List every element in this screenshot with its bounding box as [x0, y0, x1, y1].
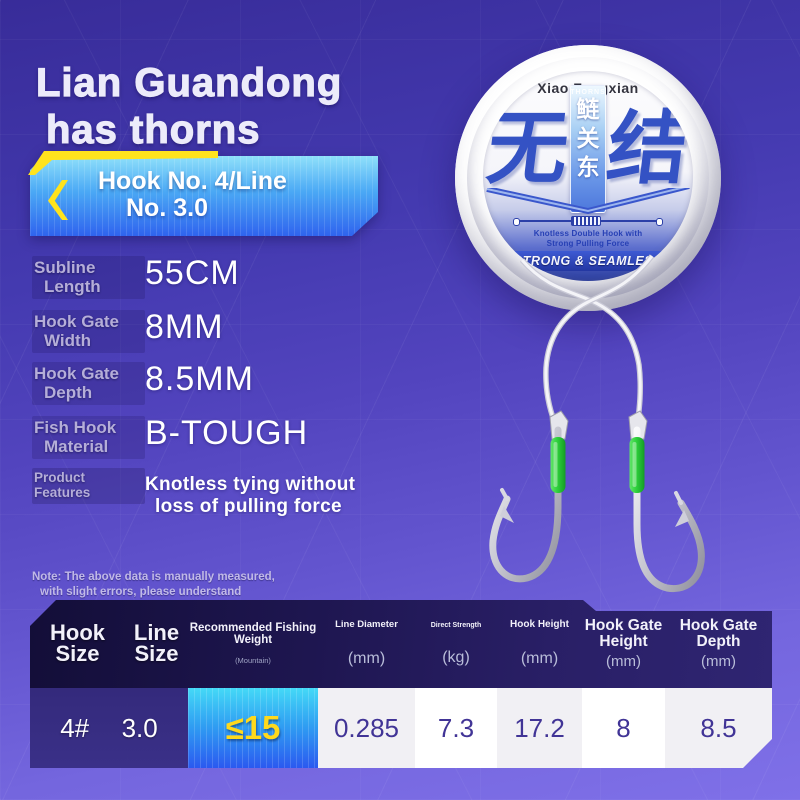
column-header-hook-height: Hook Height (mm)	[510, 619, 569, 668]
column-header-line-diameter: Line Diameter (mm)	[335, 619, 398, 667]
spec-value: 8MM	[145, 308, 224, 346]
column-header-hook-size: Hook Size	[50, 620, 105, 666]
title-line1: Lian Guandong	[35, 60, 343, 105]
spec-value: 55CM	[145, 254, 240, 292]
left-hook-icon	[489, 410, 569, 583]
character-left: 无	[483, 102, 574, 195]
spec-row-subline-length: Subline Length 55CM	[32, 254, 240, 300]
spec-row-material: Fish Hook Material B-TOUGH	[32, 414, 309, 460]
spec-banner: Hook No. 4/Line No. 3.0	[28, 151, 378, 236]
spec-value: B-TOUGH	[145, 414, 309, 452]
spool-label: Xiao Fengxian 无 THORNS 鲢 关 东 结 Kn	[483, 71, 693, 281]
crossed-lines	[519, 254, 655, 430]
fishing-hooks-illustration	[489, 254, 705, 593]
shield-v-icon	[486, 188, 690, 214]
character-right: 结	[602, 102, 693, 195]
spec-value: Knotless tying without loss of pulling f…	[145, 474, 356, 517]
column-header-hook-gate-depth: Hook Gate Depth (mm)	[679, 617, 758, 670]
column-header-recommended-weight: Recommended Fishing Weight (Mountain)	[189, 622, 317, 665]
banner-text: Hook No. 4/Line No. 3.0	[98, 168, 287, 222]
banner-line2: No. 3.0	[126, 194, 208, 222]
cell-hook-and-line-size: 4# 3.0	[30, 688, 188, 768]
spec-row-hook-gate-depth: Hook Gate Depth 8.5MM	[32, 360, 254, 406]
cell-line-size: 3.0	[121, 712, 158, 743]
column-header-line-size: Line Size	[133, 620, 180, 666]
table-header-row: Hook Size Line Size Recommended Fishing …	[30, 600, 772, 688]
spec-label: Subline Length	[32, 256, 145, 300]
banner-background	[30, 156, 378, 236]
measurement-note: Note: The above data is manually measure…	[32, 571, 275, 598]
table-data-row: 4# 3.0 ≤15 0.285 7.3 17.2 8 8.5	[30, 688, 772, 768]
spec-table: Hook Size Line Size Recommended Fishing …	[30, 600, 772, 768]
label-title-characters: 无 THORNS 鲢 关 东 结	[483, 85, 693, 213]
strip-caption: THORNS	[570, 89, 606, 96]
double-hook-line-diagram-icon	[513, 216, 663, 226]
title-line2: has thorns	[45, 107, 261, 152]
line-spool-image: Xiao Fengxian 无 THORNS 鲢 关 东 结 Kn	[455, 45, 721, 311]
spec-value: 8.5MM	[145, 360, 254, 398]
brand-strip: THORNS 鲢 关 东	[570, 85, 606, 213]
column-header-hook-gate-height: Hook Gate Height (mm)	[584, 617, 663, 670]
page-title: Lian Guandong has thorns	[35, 60, 343, 154]
spec-row-hook-gate-width: Hook Gate Width 8MM	[32, 308, 224, 354]
label-english-text: Knotless Double Hook with Strong Pulling…	[533, 229, 643, 248]
cell-line-diameter: 0.285	[318, 688, 415, 768]
spec-row-features: Product Features Knotless tying without …	[32, 468, 355, 518]
spec-label: Fish Hook Material	[32, 416, 145, 460]
cell-hook-size: 4#	[60, 712, 90, 743]
spec-label: Product Features	[32, 468, 145, 504]
cell-recommended-weight: ≤15	[188, 688, 318, 768]
spec-label: Hook Gate Depth	[32, 362, 145, 406]
label-band-text: STRONG & SEAMLESS	[504, 251, 672, 271]
cell-hook-gate-depth: 8.5	[665, 688, 772, 768]
cell-hook-height: 17.2	[497, 688, 582, 768]
column-header-direct-strength: Direct Strength (kg)	[430, 621, 482, 666]
right-hook-icon	[628, 410, 705, 593]
cell-direct-strength: 7.3	[415, 688, 497, 768]
cell-hook-gate-height: 8	[582, 688, 665, 768]
banner-line1: Hook No. 4/Line	[98, 167, 287, 195]
spec-label: Hook Gate Width	[32, 310, 145, 354]
